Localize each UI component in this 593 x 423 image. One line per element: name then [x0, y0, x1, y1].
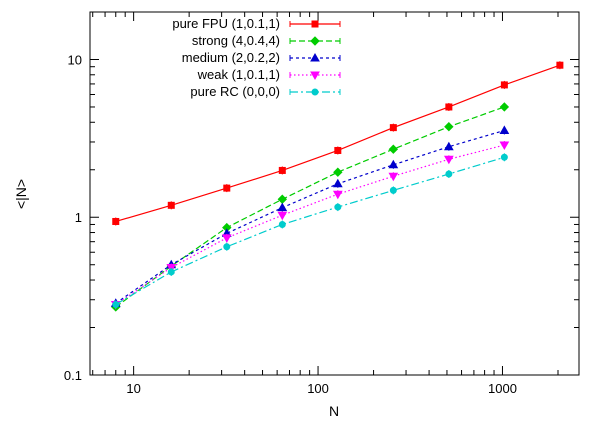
data-point — [112, 300, 120, 308]
legend-label: pure FPU (1,0.1,1) — [172, 16, 280, 31]
data-point — [310, 52, 320, 62]
data-point — [311, 88, 319, 96]
axis-ticks — [90, 11, 579, 376]
series-layer — [110, 61, 564, 312]
data-point — [332, 190, 343, 200]
data-point — [278, 220, 286, 228]
data-point — [221, 234, 232, 243]
legend-label: medium (2,0.2,2) — [182, 50, 280, 65]
data-point — [334, 203, 342, 211]
data-point — [311, 20, 319, 28]
data-point — [499, 102, 510, 112]
series-line — [115, 156, 505, 305]
series-3 — [110, 141, 510, 310]
data-point — [167, 268, 175, 276]
series-4 — [112, 153, 508, 309]
data-point — [334, 146, 342, 154]
data-point — [277, 202, 288, 212]
data-point — [389, 186, 397, 194]
series-line — [115, 106, 505, 308]
y-tick-label: 0.1 — [64, 368, 82, 383]
data-point — [310, 36, 320, 46]
data-point — [499, 125, 510, 134]
data-point — [332, 178, 343, 188]
series-line — [115, 129, 505, 304]
data-point — [389, 124, 397, 132]
data-point — [443, 141, 454, 151]
data-point — [388, 172, 399, 182]
data-point — [444, 121, 454, 132]
data-point — [445, 103, 453, 111]
plot-frame — [89, 11, 580, 376]
data-point — [499, 141, 510, 151]
data-point — [388, 159, 399, 169]
x-tick-label: 10 — [126, 381, 140, 396]
legend-label: strong (4,0.4,4) — [192, 33, 280, 48]
y-tick-label: 1 — [75, 210, 82, 225]
data-point — [443, 155, 454, 165]
legend-label: pure RC (0,0,0) — [190, 84, 280, 99]
x-axis-label: N — [329, 403, 339, 419]
series-0 — [112, 61, 564, 226]
data-point — [556, 61, 564, 69]
data-point — [277, 211, 288, 221]
series-2 — [110, 125, 510, 308]
data-point — [167, 201, 175, 209]
series-1 — [111, 102, 510, 312]
legend-label: weak (1,0.1,1) — [197, 67, 280, 82]
x-tick-label: 100 — [307, 381, 329, 396]
data-point — [223, 243, 231, 251]
x-tick-label: 1000 — [488, 381, 517, 396]
data-point — [278, 166, 286, 174]
axis-tick-labels: 10 100 1000 0.1 1 10 — [64, 52, 517, 396]
legend: pure FPU (1,0.1,1) strong (4,0.4,4) medium… — [172, 16, 341, 99]
y-tick-label: 10 — [68, 52, 82, 67]
data-point — [112, 217, 120, 225]
data-point — [500, 81, 508, 89]
data-point — [445, 170, 453, 178]
data-point — [388, 144, 399, 154]
data-point — [500, 153, 508, 161]
data-point — [333, 167, 343, 177]
data-point — [310, 71, 320, 81]
data-point — [223, 184, 231, 192]
data-point — [277, 194, 288, 204]
series-line — [115, 144, 505, 305]
y-axis-label: <|N> — [13, 179, 29, 209]
